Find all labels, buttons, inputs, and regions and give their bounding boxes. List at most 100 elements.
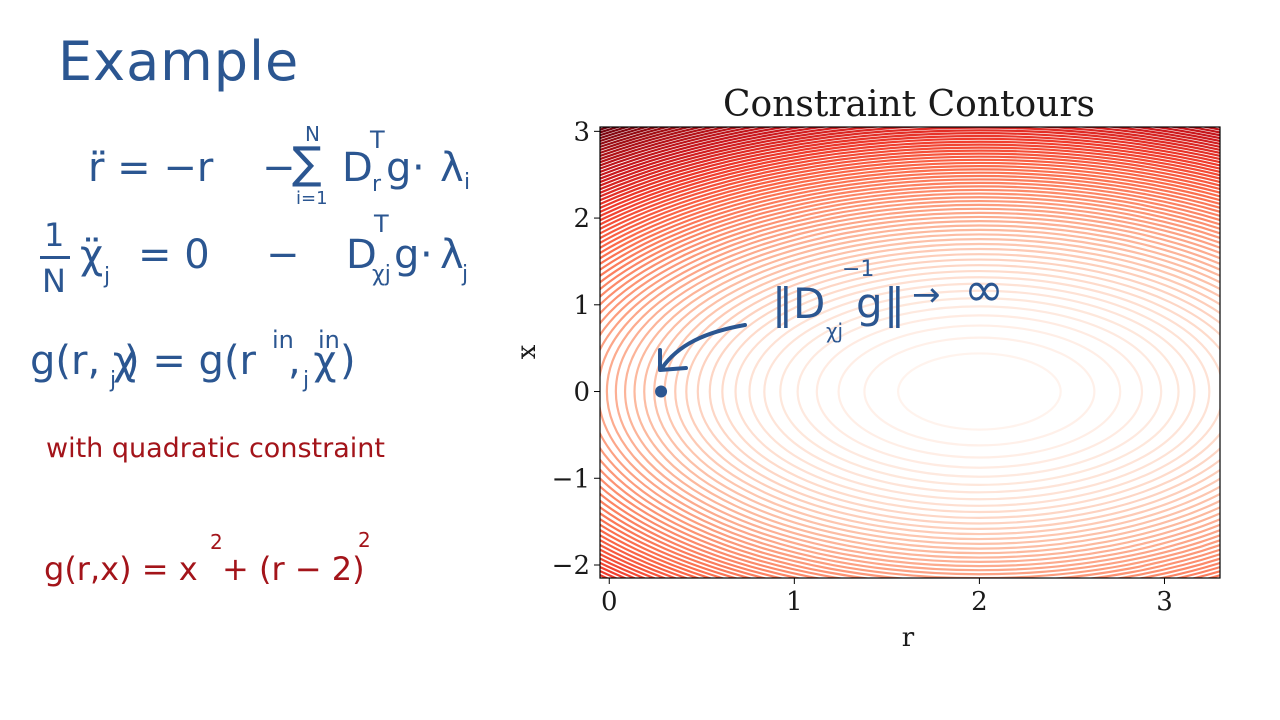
handwritten-notes: Example r̈ = −r − N ∑ i=1 D r T g · λ i …	[0, 0, 520, 720]
eq4-square-2: 2	[358, 528, 371, 552]
eq2-jacobian-sub: χj	[372, 262, 391, 287]
annotation-g: g	[856, 279, 883, 328]
annotation-norm-close: ‖	[884, 279, 905, 328]
y-tick-label: 3	[573, 117, 590, 147]
eq2-frac-numerator: 1	[44, 216, 65, 254]
contour-line	[600, 181, 1220, 578]
contour-line	[600, 178, 1220, 578]
annotation-inverse: −1	[842, 257, 874, 282]
eq1-minus: −	[262, 145, 296, 191]
y-axis-label: x	[512, 344, 542, 359]
contour-line	[600, 192, 1220, 578]
annotation-norm-open: ‖D	[772, 279, 825, 328]
contour-line	[897, 352, 1062, 431]
y-tick-label: 2	[573, 204, 590, 234]
contour-line	[614, 220, 1220, 563]
annotation-arrow: →	[912, 275, 941, 315]
chart-title: Constraint Contours	[723, 84, 1095, 125]
contour-line	[748, 282, 1211, 501]
contour-line	[600, 137, 1220, 578]
eq2-fraction-bar	[40, 256, 70, 259]
marker-layer	[655, 385, 668, 398]
eq4-lhs: g(r,x) = x	[44, 550, 198, 588]
contour-line	[600, 134, 1220, 578]
eq2-chi-sub: j	[104, 264, 111, 289]
eq2-lambda-sub: j	[462, 262, 469, 287]
contour-line	[653, 238, 1220, 545]
contour-line	[685, 253, 1220, 530]
singularity-annotation: ‖D χj g −1 ‖ → ∞	[772, 257, 1004, 343]
eq2-lambda: λ	[440, 232, 464, 278]
eq3-lhs-sub: j	[110, 368, 117, 393]
contour-line	[600, 146, 1220, 578]
x-tick-label: 3	[1156, 587, 1173, 617]
contour-line	[600, 196, 1220, 578]
contour-line	[600, 168, 1220, 578]
eq1-lambda-sub: i	[464, 170, 471, 195]
contour-line	[600, 203, 1220, 578]
annotation-subscript: χj	[826, 319, 843, 343]
contour-line	[600, 211, 1220, 572]
eq2-frac-denominator: N	[42, 262, 66, 300]
eq1-lhs: r̈ = −r	[88, 145, 214, 191]
eq4-square-1: 2	[210, 530, 223, 554]
eq1-lambda: λ	[440, 145, 464, 191]
x-axis-ticks: 0 1 2 3	[601, 578, 1173, 617]
contour-line	[600, 185, 1220, 578]
x-tick-label: 0	[601, 587, 618, 617]
eq3-sup-in-r: in	[272, 326, 294, 354]
eq1-dot: ·	[412, 145, 425, 191]
contour-line	[600, 140, 1220, 578]
contour-line	[779, 297, 1180, 486]
eq1-jacobian: D	[342, 145, 373, 191]
eq2-chi: χ̈	[80, 232, 104, 278]
contour-line	[600, 188, 1220, 578]
contour-line	[624, 224, 1220, 559]
contour-line	[674, 247, 1220, 536]
contour-line	[600, 161, 1220, 578]
eq3-lhs: g(r, χ	[30, 338, 136, 384]
y-tick-label: −2	[552, 551, 590, 581]
y-tick-label: 1	[573, 291, 590, 321]
pointer-arrow-shaft	[660, 323, 747, 370]
marked-point	[655, 385, 668, 398]
x-tick-label: 2	[971, 587, 988, 617]
eq1-transpose: T	[370, 126, 385, 154]
eq3-close: )	[340, 338, 356, 384]
contour-line	[796, 305, 1163, 478]
eq3-sup-in-chi: in	[318, 326, 340, 354]
contour-line	[633, 228, 1220, 555]
contour-line	[600, 132, 1220, 578]
contour-line	[600, 158, 1220, 578]
y-tick-label: 0	[573, 378, 590, 408]
eq3-mid: ) = g(r	[124, 338, 256, 384]
eq2-jacobian: D	[346, 232, 377, 278]
eq3-chi: , χ	[288, 338, 337, 384]
contour-line	[600, 143, 1220, 578]
contour-line	[600, 152, 1220, 578]
contour-line	[863, 336, 1096, 447]
x-tick-label: 1	[786, 587, 803, 617]
infinity-symbol: ∞	[964, 262, 1004, 318]
example-heading: Example	[58, 30, 300, 93]
contour-line	[763, 289, 1196, 494]
contour-line	[605, 215, 1220, 568]
contour-line	[643, 233, 1220, 550]
eq2-equals-zero: = 0	[138, 232, 210, 278]
eq2-g: g	[394, 232, 420, 278]
eq2-minus: −	[266, 232, 300, 278]
eq2-dot: ·	[420, 232, 433, 278]
plot-frame	[599, 126, 1221, 579]
contour-line	[815, 314, 1144, 469]
contour-line	[600, 129, 1220, 202]
eq1-sum-symbol: ∑	[292, 138, 322, 189]
contour-line	[600, 200, 1220, 578]
quadratic-constraint-note: with quadratic constraint	[46, 433, 385, 464]
eq4-rhs: + (r − 2)	[222, 550, 365, 588]
eq2-transpose: T	[374, 210, 389, 238]
eq1-sum-lower: i=1	[296, 188, 328, 209]
y-tick-label: −1	[552, 464, 590, 494]
contour-line	[837, 324, 1122, 459]
contour-line	[600, 155, 1220, 578]
